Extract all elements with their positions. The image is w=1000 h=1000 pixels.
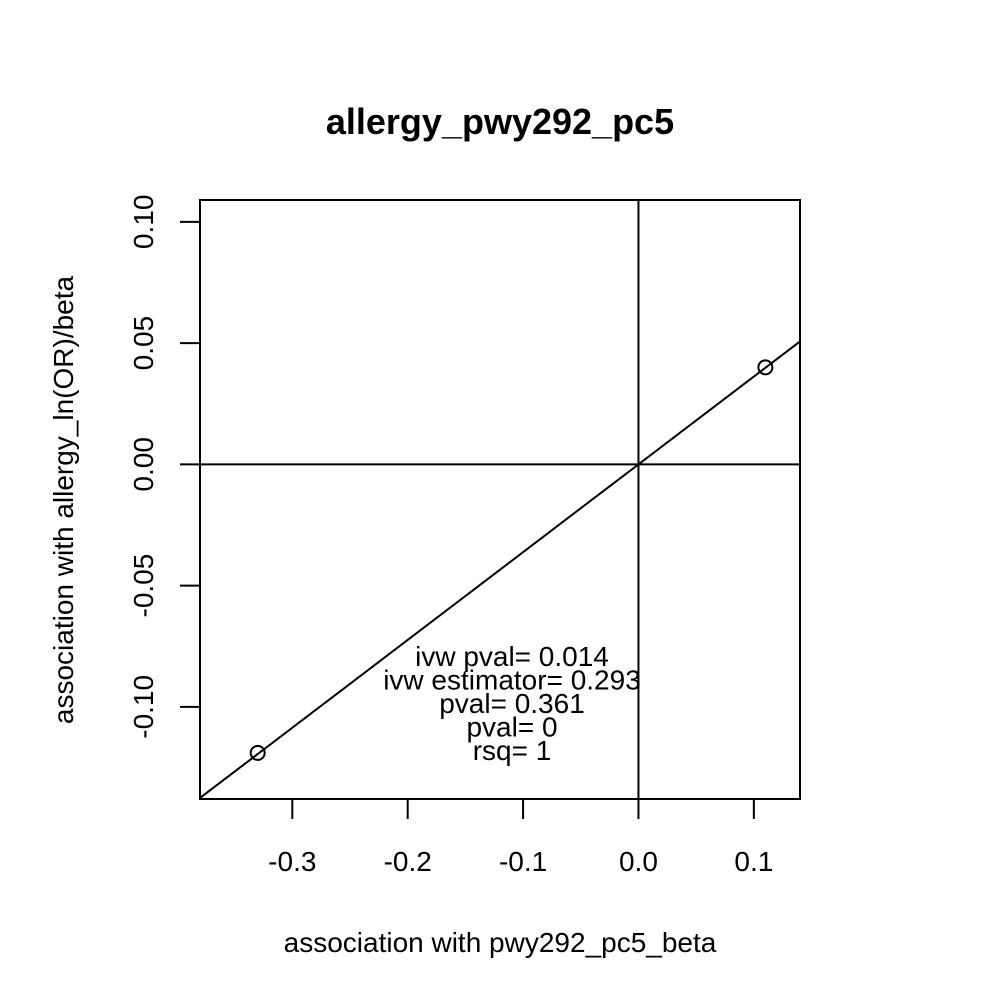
annotation-line-3: pval= 0.361 — [439, 688, 585, 719]
x-tick-label: -0.1 — [499, 846, 547, 877]
y-tick-label: 0.05 — [128, 316, 159, 371]
y-tick-label: 0.00 — [128, 437, 159, 492]
x-tick-label: 0.1 — [734, 846, 773, 877]
annotation-line-4: pval= 0 — [466, 712, 557, 743]
annotation-line-2: ivw estimator= 0.293 — [383, 665, 641, 696]
chart-title: allergy_pwy292_pc5 — [326, 101, 674, 142]
data-point-1 — [249, 744, 266, 761]
data-point-2 — [757, 359, 774, 376]
annotation-line-1: ivw pval= 0.014 — [415, 641, 609, 672]
y-tick-label: 0.10 — [128, 195, 159, 250]
x-tick-label: -0.3 — [268, 846, 316, 877]
x-tick-label: -0.2 — [384, 846, 432, 877]
fit-line — [200, 340, 800, 799]
y-tick-label: -0.10 — [128, 675, 159, 739]
annotation-line-5: rsq= 1 — [473, 735, 552, 766]
y-tick-label: -0.05 — [128, 554, 159, 618]
x-axis-label: association with pwy292_pc5_beta — [284, 927, 717, 958]
plot-frame — [199, 199, 801, 800]
x-tick-label: 0.0 — [619, 846, 658, 877]
y-axis-label: association with allergy_ln(OR)/beta — [48, 275, 79, 724]
